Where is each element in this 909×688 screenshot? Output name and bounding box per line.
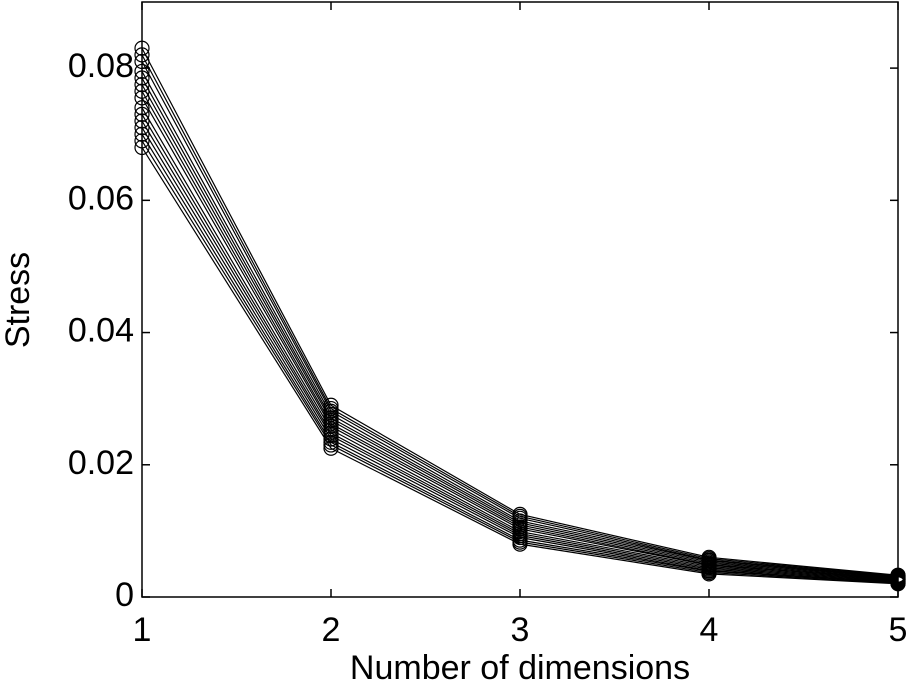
series-line: [141, 47, 899, 576]
series-line: [141, 90, 899, 580]
series-line: [141, 61, 899, 578]
marker: [512, 506, 528, 522]
x-tick-label: 4: [700, 611, 719, 649]
marker: [323, 400, 339, 417]
y-tick-label: 0.06: [68, 179, 134, 217]
y-tick-label: 0: [115, 576, 134, 614]
y-tick-label: 0.02: [68, 444, 134, 482]
series-line: [141, 54, 899, 577]
plot-frame: [141, 1, 899, 598]
series-line: [141, 127, 899, 583]
marker: [701, 549, 717, 565]
x-tick-label: 1: [133, 611, 152, 649]
x-axis-label: Number of dimensions: [350, 649, 690, 687]
marker: [323, 397, 339, 413]
x-tick-label: 5: [889, 611, 908, 649]
y-tick-label: 0.08: [68, 47, 134, 85]
x-tick-label: 2: [322, 611, 341, 649]
y-axis-label: Stress: [0, 252, 37, 348]
x-tick-label: 3: [511, 611, 530, 649]
y-tick-label: 0.04: [68, 312, 134, 350]
